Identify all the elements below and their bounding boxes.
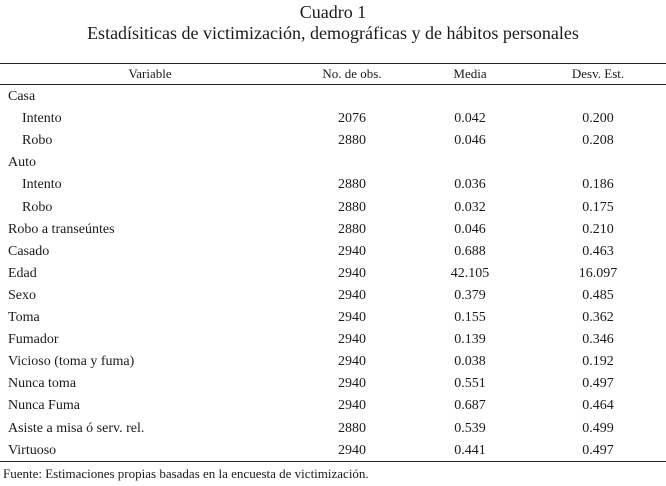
row-variable: Robo a transeúntes [8,221,115,237]
table-row: Virtuoso 2940 0.441 0.497 [0,441,666,463]
row-sd: 0.463 [582,243,614,259]
row-media: 0.139 [454,332,486,348]
row-obs: 2940 [338,442,366,458]
row-media: 0.687 [454,398,486,414]
row-variable: Nunca toma [8,376,77,392]
row-sd: 0.200 [582,111,614,127]
row-media: 0.036 [454,177,486,193]
row-obs: 2940 [338,398,366,414]
table-row: Robo 2880 0.046 0.208 [0,131,666,153]
row-variable: Auto [8,155,36,171]
row-media: 0.032 [454,199,486,215]
row-sd: 0.192 [582,354,614,370]
row-media: 0.046 [454,221,486,237]
row-sd: 0.210 [582,221,614,237]
row-variable: Robo [22,133,53,149]
table-row: Sexo 2940 0.379 0.485 [0,286,666,308]
table-row: Casado 2940 0.688 0.463 [0,242,666,264]
row-variable: Vicioso (toma y fuma) [8,354,135,370]
row-sd: 0.499 [582,420,614,436]
row-media: 0.379 [454,287,486,303]
table-row: Intento 2880 0.036 0.186 [0,175,666,197]
row-media: 0.042 [454,111,486,127]
table-row: Robo 2880 0.032 0.175 [0,198,666,220]
row-sd: 0.485 [582,287,614,303]
row-variable: Toma [8,310,40,325]
row-media: 0.441 [454,442,486,458]
table-row: Fumador 2940 0.139 0.346 [0,330,666,352]
row-obs: 2940 [338,310,366,325]
row-sd: 16.097 [578,265,618,281]
row-media: 0.551 [454,376,486,392]
header-sd: Desv. Est. [571,66,625,81]
row-media: 0.038 [454,354,486,370]
row-variable: Intento [22,177,62,193]
row-variable: Edad [8,265,37,281]
row-media: 0.539 [454,420,486,436]
row-obs: 2880 [338,177,366,193]
top-rule [0,63,666,64]
row-sd: 0.497 [582,442,614,458]
table-row: Nunca toma 2940 0.551 0.497 [0,374,666,396]
row-obs: 2940 [338,332,366,348]
row-variable: Asiste a misa ó serv. rel. [8,420,145,436]
row-obs: 2940 [338,287,366,303]
row-sd: 0.186 [582,177,614,193]
row-variable: Sexo [8,287,36,303]
row-sd: 0.464 [582,398,614,414]
header-rule [0,84,666,85]
row-variable: Fumador [8,332,59,348]
bottom-rule [0,461,666,462]
header-variable: Variable [128,66,172,81]
row-obs: 2940 [338,376,366,392]
row-obs: 2940 [338,243,366,259]
table-row: Robo a transeúntes 2880 0.046 0.210 [0,220,666,242]
row-obs: 2880 [338,221,366,237]
table-row: Nunca Fuma 2940 0.687 0.464 [0,396,666,418]
row-variable: Nunca Fuma [8,398,80,414]
row-variable: Robo [22,199,53,215]
row-variable: Casado [8,243,50,259]
row-sd: 0.175 [582,199,614,215]
row-media: 42.105 [450,265,490,281]
row-sd: 0.346 [582,332,614,348]
row-sd: 0.362 [582,310,614,325]
row-obs: 2940 [338,354,366,370]
table-caption-title: Estadísiticas de victimización, demográf… [87,23,579,43]
row-variable: Casa [8,89,36,104]
table-row: Asiste a misa ó serv. rel. 2880 0.539 0.499 [0,419,666,441]
header-obs: No. de obs. [322,66,382,81]
table-row: Edad 2940 42.105 16.097 [0,264,666,286]
table-caption-number: Cuadro 1 [299,2,367,22]
table-row: Auto [0,153,666,175]
row-obs: 2880 [338,199,366,215]
table-row: Toma 2940 0.155 0.362 [0,308,666,330]
row-media: 0.688 [454,243,486,259]
row-media: 0.155 [454,310,486,325]
row-sd: 0.497 [582,376,614,392]
row-obs: 2940 [338,265,366,281]
row-obs: 2880 [338,420,366,436]
row-media: 0.046 [454,133,486,149]
table-row: Vicioso (toma y fuma) 2940 0.038 0.192 [0,352,666,374]
table-row: Intento 2076 0.042 0.200 [0,109,666,131]
table-row: Casa [0,87,666,109]
header-media: Media [453,66,487,81]
row-obs: 2880 [338,133,366,149]
row-obs: 2076 [338,111,366,127]
row-variable: Virtuoso [8,442,57,458]
row-variable: Intento [22,111,62,127]
table-footnote: Fuente: Estimaciones propias basadas en … [3,466,369,481]
row-sd: 0.208 [582,133,614,149]
